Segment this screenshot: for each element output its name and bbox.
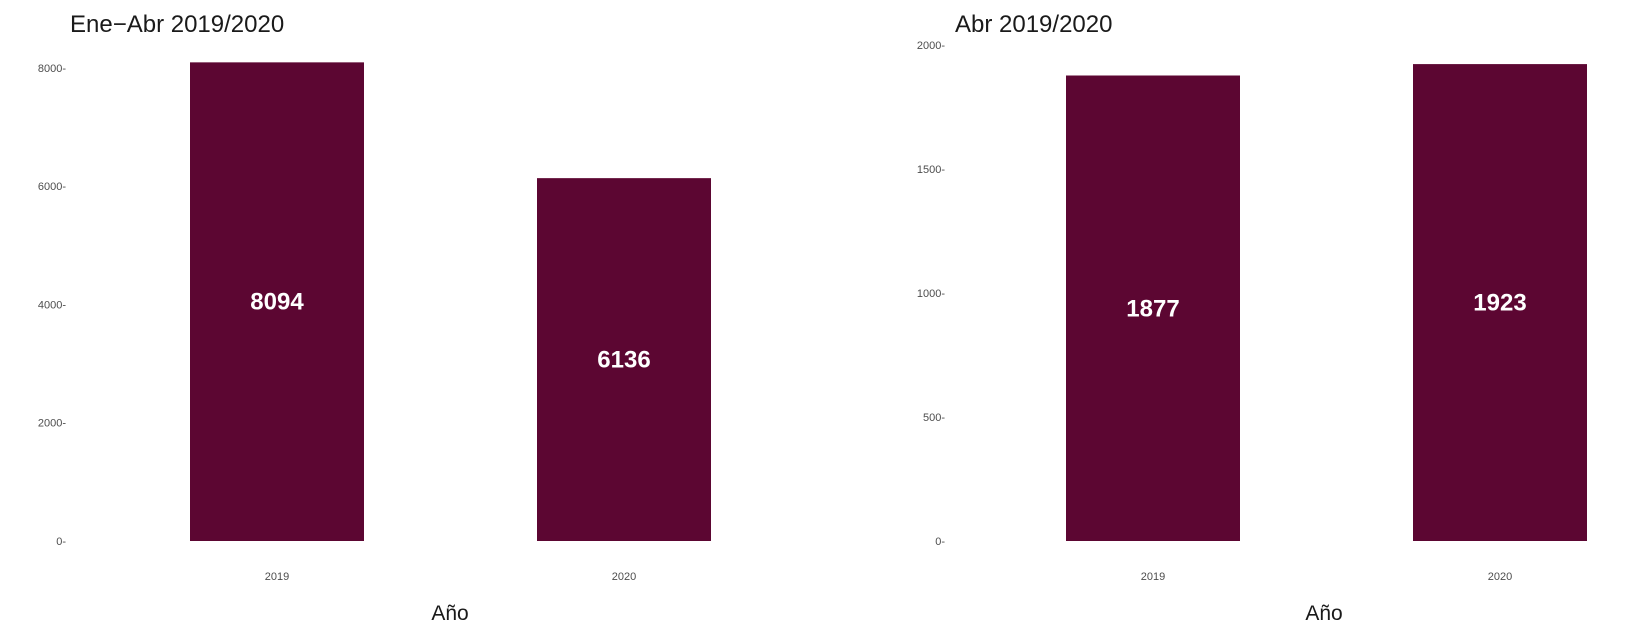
data-label: 1923 — [1473, 290, 1526, 317]
y-tick-label: 8000- — [38, 63, 66, 75]
chart-left-x-axis-label: Año — [431, 602, 468, 625]
x-tick-label: 2020 — [1488, 571, 1512, 583]
bar — [190, 62, 364, 541]
bar — [1066, 75, 1240, 541]
x-tick-label: 2019 — [1141, 571, 1165, 583]
x-tick-label: 2020 — [612, 571, 636, 583]
chart-left-bars: 8094 6136 — [190, 62, 711, 542]
y-tick-label: 6000- — [38, 181, 66, 193]
y-tick-label: 4000- — [38, 299, 66, 311]
chart-left-subtitle: Ene−Abr 2019/2020 — [70, 11, 284, 38]
x-tick-label: 2019 — [265, 571, 289, 583]
chart-right-x-axis: 2019 2020 — [1141, 571, 1512, 583]
data-label: 6136 — [597, 347, 650, 374]
y-tick-label: 2000- — [917, 40, 945, 52]
y-tick-label: 1500- — [917, 164, 945, 176]
chart-left-x-axis: 2019 2020 — [265, 571, 636, 583]
y-tick-label: 0- — [56, 536, 66, 548]
chart-left: Ene−Abr 2019/2020 0- 2000- 4000- 6000- 8000-… — [38, 11, 711, 625]
chart-right-x-axis-label: Año — [1305, 602, 1342, 625]
chart-right-subtitle: Abr 2019/2020 — [955, 11, 1112, 38]
bar — [1413, 64, 1587, 541]
chart-right-y-axis: 0- 500- 1000- 1500- 2000- — [917, 40, 945, 548]
chart-left-y-axis: 0- 2000- 4000- 6000- 8000- — [38, 63, 66, 548]
y-tick-label: 2000- — [38, 418, 66, 430]
bar — [537, 178, 711, 542]
y-tick-label: 0- — [935, 536, 945, 548]
chart-right: Abr 2019/2020 0- 500- 1000- 1500- 2000- 1877… — [917, 11, 1587, 625]
y-tick-label: 1000- — [917, 288, 945, 300]
data-label: 1877 — [1126, 295, 1179, 322]
data-label: 8094 — [250, 289, 304, 316]
chart-right-bars: 1877 1923 — [1066, 64, 1587, 541]
y-tick-label: 500- — [923, 412, 945, 424]
